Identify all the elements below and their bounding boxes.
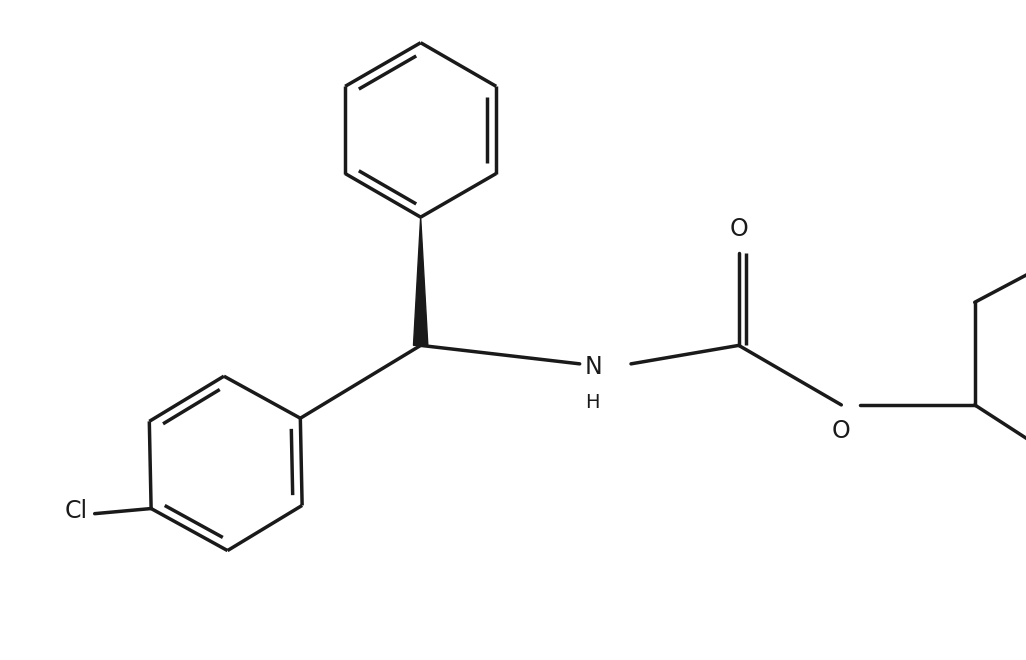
- Text: Cl: Cl: [65, 498, 87, 523]
- Text: N: N: [585, 355, 602, 379]
- Polygon shape: [413, 217, 428, 345]
- Text: O: O: [832, 419, 851, 444]
- Text: O: O: [729, 216, 748, 241]
- Text: H: H: [585, 393, 599, 412]
